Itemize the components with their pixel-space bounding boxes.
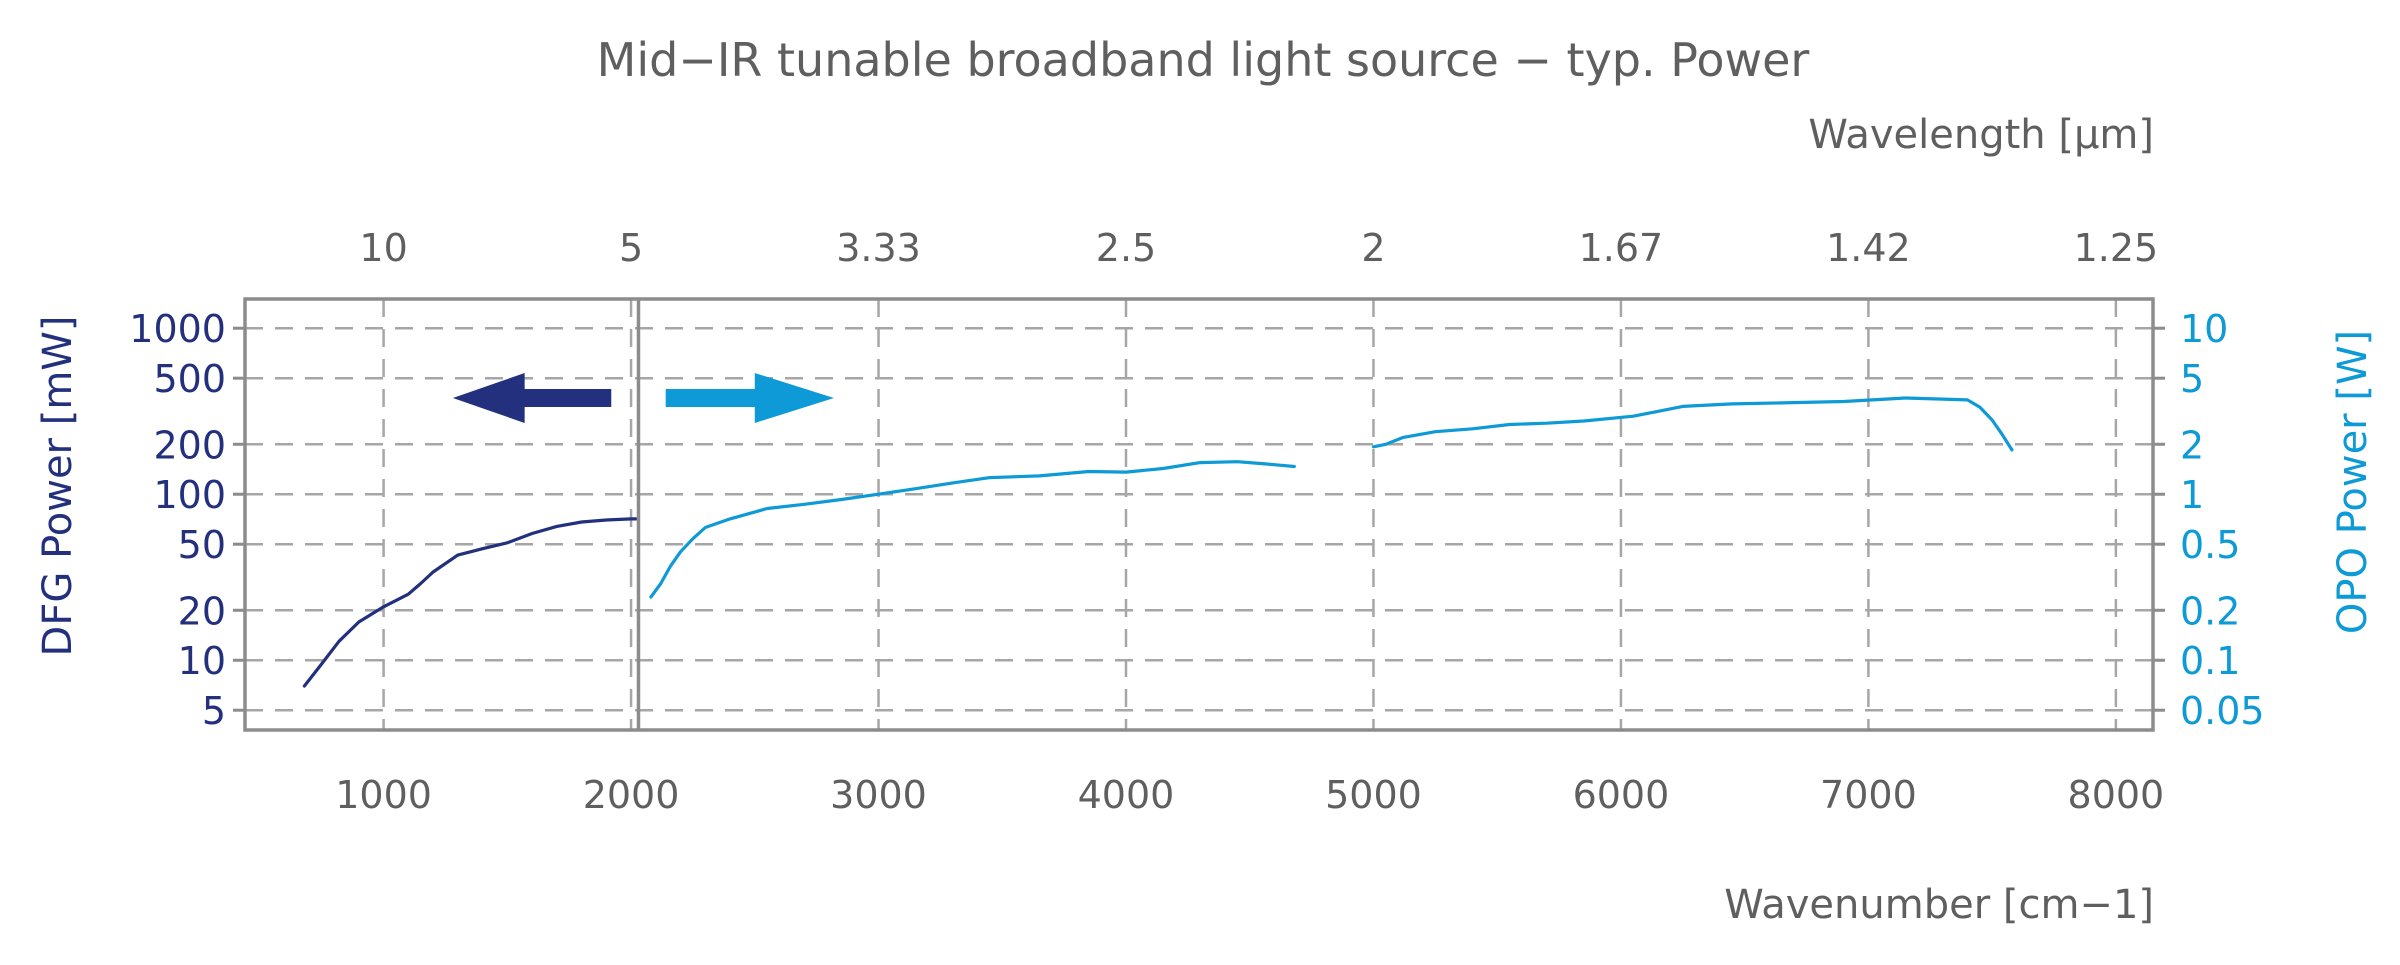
plot-frame	[243, 297, 2155, 732]
opo-power-line-2	[1371, 396, 2014, 452]
x-top-tick-label: 3.33	[836, 226, 921, 270]
y-left-tick-label: 10	[178, 639, 226, 683]
x-bottom-tick-label: 1000	[335, 773, 432, 817]
x-top-tick-label: 1.67	[1579, 226, 1664, 270]
arrow-right-icon	[665, 373, 834, 423]
axis-ticks: 1000 2000 3000 4000 5000 6000 7000 8000 10 5 3.33 2…	[129, 226, 2264, 817]
y-right-tick-label: 0.1	[2180, 639, 2240, 683]
y-left-tick-label: 20	[178, 589, 226, 633]
arrow-left-icon	[452, 373, 612, 423]
opo-power-line-1	[649, 460, 1296, 599]
y-left-tick-label: 5	[202, 689, 226, 733]
x-top-tick-label: 10	[359, 226, 407, 270]
top-axis-title: Wavelength [µm]	[1808, 112, 2154, 158]
bottom-axis-title: Wavenumber [cm−1]	[1724, 882, 2154, 928]
x-bottom-tick-label: 2000	[583, 773, 680, 817]
y-right-tick-label: 1	[2180, 473, 2204, 517]
y-right-tick-label: 0.05	[2180, 689, 2265, 733]
y-left-tick-label: 50	[178, 523, 226, 567]
series-lines	[302, 396, 2014, 688]
y-right-tick-label: 0.2	[2180, 589, 2240, 633]
x-bottom-tick-label: 6000	[1573, 773, 1670, 817]
y-left-tick-label: 100	[153, 473, 226, 517]
x-bottom-tick-label: 4000	[1078, 773, 1175, 817]
y-right-tick-label: 2	[2180, 423, 2204, 467]
chart-title: Mid−IR tunable broadband light source − …	[597, 33, 1810, 87]
y-right-tick-label: 10	[2180, 307, 2228, 351]
grid-lines	[245, 299, 2153, 730]
x-top-tick-label: 1.25	[2074, 226, 2159, 270]
y-right-tick-label: 5	[2180, 357, 2204, 401]
x-bottom-tick-label: 7000	[1820, 773, 1917, 817]
y-left-tick-label: 500	[153, 357, 226, 401]
x-top-tick-label: 2.5	[1096, 226, 1156, 270]
right-axis-title: OPO Power [W]	[2330, 330, 2376, 634]
plot-border	[243, 297, 2155, 732]
x-bottom-tick-label: 8000	[2068, 773, 2165, 817]
x-top-tick-label: 5	[619, 226, 643, 270]
x-top-tick-label: 1.42	[1826, 226, 1911, 270]
x-top-tick-label: 2	[1361, 226, 1385, 270]
y-left-tick-label: 1000	[129, 307, 226, 351]
y-left-tick-label: 200	[153, 423, 226, 467]
dfg-power-line	[302, 517, 638, 688]
axis-direction-arrows	[452, 373, 834, 423]
y-right-tick-label: 0.5	[2180, 523, 2240, 567]
x-bottom-tick-label: 3000	[830, 773, 927, 817]
left-axis-title: DFG Power [mW]	[35, 316, 81, 657]
x-bottom-tick-label: 5000	[1325, 773, 1422, 817]
